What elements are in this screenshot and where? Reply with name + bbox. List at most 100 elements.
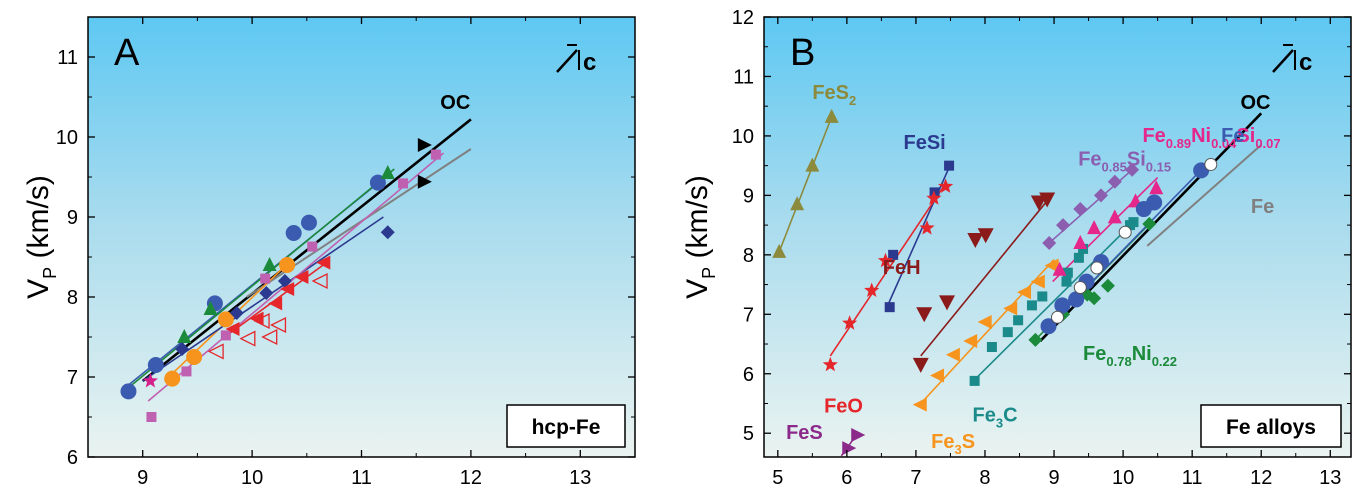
triangle-left-point <box>945 347 960 362</box>
diamond-point <box>1100 278 1115 293</box>
triangle-left-open-point <box>207 343 224 360</box>
series-fit-line <box>920 196 1052 357</box>
circle-open-point <box>1118 225 1132 239</box>
y-axis-label-main: V <box>681 279 714 299</box>
circle-open-point <box>1090 261 1104 275</box>
box-label: Fe alloys <box>1226 416 1316 439</box>
diamond-point <box>1073 202 1088 217</box>
plot-frame <box>763 16 1352 458</box>
triangle-left-point <box>268 296 283 311</box>
y-axis-label-sub: P <box>699 267 719 279</box>
triangle-down-point <box>967 232 984 248</box>
y-tick-label: 9 <box>67 207 78 229</box>
triangle-up-point <box>1107 209 1122 224</box>
triangle-right-point <box>851 428 866 442</box>
x-tick-label: 12 <box>460 467 482 489</box>
triangle-left-point <box>963 334 978 349</box>
x-tick-label: 10 <box>241 467 263 489</box>
square-point <box>1013 315 1024 326</box>
series-fit-line <box>229 260 330 334</box>
triangle-right-point <box>417 174 432 189</box>
square-point <box>884 302 895 313</box>
triangle-left-point <box>316 255 331 270</box>
triangle-up-point <box>824 108 839 123</box>
triangle-up-point <box>1052 261 1067 276</box>
x-tick-label: 12 <box>1250 467 1272 489</box>
triangle-left-point <box>930 368 945 383</box>
y-axis-label-unit: (km/s) <box>681 175 714 267</box>
triangle-down-point <box>977 228 994 244</box>
series-label-part: Fe <box>1078 149 1101 171</box>
triangle-up-point <box>1073 234 1088 249</box>
series-fit-line <box>1052 176 1159 283</box>
triangle-right-point <box>417 138 432 152</box>
y-tick-label: 7 <box>67 367 78 389</box>
triangle-left-open-point <box>261 328 278 346</box>
triangle-up-point <box>380 165 395 179</box>
triangle-left-open-point <box>311 272 328 290</box>
diamond-point <box>380 225 395 240</box>
circle-point <box>1146 194 1163 211</box>
series-label-part: 3 <box>996 415 1003 430</box>
panel-letter: B <box>790 32 815 74</box>
star-point <box>822 356 838 372</box>
diamond-point <box>1087 291 1102 306</box>
square-point <box>307 241 318 252</box>
square-point <box>398 178 409 189</box>
y-tick-label: 11 <box>57 47 78 69</box>
plot-background <box>764 17 1351 457</box>
x-tick-label: 9 <box>1048 467 1059 489</box>
triangle-left-point <box>1017 285 1032 300</box>
circle-open-point <box>1204 157 1218 171</box>
circle-point <box>120 383 137 400</box>
triangle-up-point <box>805 157 820 172</box>
triangle-up-point <box>790 196 805 211</box>
triangle-down-point <box>939 295 956 311</box>
series-label-part: FeS <box>786 422 823 444</box>
triangle-left-point <box>1003 301 1018 316</box>
series-label-part: 0.07 <box>1255 136 1280 151</box>
triangle-up-point <box>772 243 787 258</box>
circle-point <box>217 311 234 328</box>
series-label: FeO <box>824 395 863 417</box>
diamond-point <box>1125 162 1140 177</box>
x-tick-label: 7 <box>910 467 921 489</box>
plot-background <box>88 17 635 457</box>
series-label: Fe0.78Ni0.22 <box>1083 343 1177 369</box>
star-point <box>842 315 858 330</box>
square-point <box>1026 300 1037 311</box>
series-label-part: FeSi <box>903 132 945 154</box>
x-tick-label: 13 <box>1319 467 1341 489</box>
series-label-part: Si <box>1127 149 1146 171</box>
reference-line <box>141 118 472 383</box>
y-tick-label: 11 <box>733 66 754 88</box>
series-label-part: 3 <box>954 442 961 457</box>
triangle-up-point <box>262 257 277 271</box>
series-label-part: Fe <box>1142 125 1165 147</box>
line-label: Fe <box>1251 196 1274 218</box>
x-tick-label: 5 <box>772 467 783 489</box>
y-tick-label: 10 <box>56 127 78 149</box>
y-tick-label: 8 <box>743 245 754 267</box>
diamond-point <box>1094 188 1109 203</box>
circle-point <box>147 357 164 373</box>
square-point <box>1037 291 1048 302</box>
series-label-part: Si <box>1236 125 1255 147</box>
series-label-part: Fe <box>1083 343 1106 365</box>
x-tick-label: 6 <box>841 467 852 489</box>
triangle-left-point <box>912 397 927 412</box>
series-label: FeSi <box>903 132 945 154</box>
y-axis-label-sub: P <box>40 267 60 279</box>
x-tick-label: 9 <box>137 467 148 489</box>
series-label: Fe3S <box>931 431 975 457</box>
star-point <box>864 282 880 297</box>
triangle-up-point <box>1149 180 1164 195</box>
orientation-slash <box>1272 49 1294 73</box>
square-point <box>1073 252 1084 263</box>
y-tick-label: 6 <box>67 447 78 469</box>
y-axis-label-unit: (km/s) <box>22 175 55 267</box>
orientation-label: c <box>1299 49 1312 76</box>
x-tick-label: 10 <box>1112 467 1134 489</box>
triangle-down-point <box>912 357 929 373</box>
data-layer <box>772 108 1263 457</box>
